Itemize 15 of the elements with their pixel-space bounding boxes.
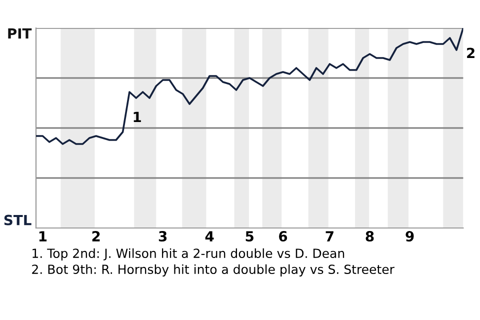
text: 1. Top 2nd: J. Wilson hit a 2-run double vs D. Dean — [32, 248, 344, 260]
x-tick-label: 5 — [246, 231, 254, 242]
text: 2. Bot 9th: R. Hornsby hit into a double play vs S. Streeter — [32, 264, 394, 276]
x-tick-label: 3 — [158, 231, 167, 242]
x-tick-label: 2 — [92, 231, 100, 242]
text: STL — [4, 214, 32, 226]
text: PIT — [8, 28, 32, 39]
x-tick-label: 4 — [205, 231, 214, 242]
text: 2 — [467, 48, 474, 58]
x-tick-label: 8 — [366, 231, 374, 242]
x-tick-label: 7 — [326, 231, 334, 242]
x-tick-label: 1 — [39, 231, 47, 242]
x-tick-label: 6 — [279, 231, 288, 242]
annotation: 1 — [134, 112, 141, 122]
x-tick-label: 9 — [406, 231, 414, 242]
